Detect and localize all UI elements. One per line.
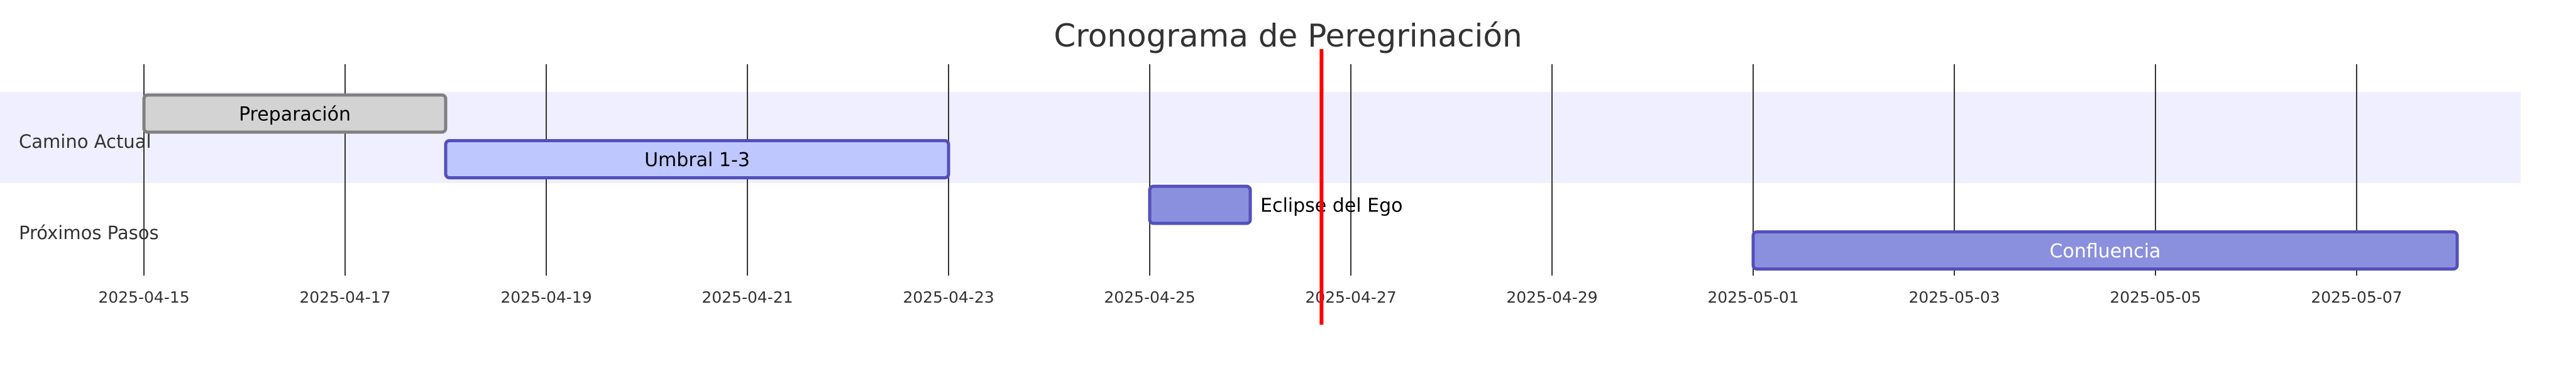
task-bar — [1751, 230, 2459, 271]
x-tick-label: 2025-05-03 — [1908, 288, 2000, 306]
task-bar — [142, 93, 448, 134]
chart-title: Cronograma de Peregrinación — [1054, 18, 1522, 54]
x-tick-label: 2025-04-15 — [98, 288, 189, 306]
x-axis-ticks: 2025-04-15 2025-04-17 2025-04-19 2025-04-21… — [98, 288, 2402, 306]
x-tick-label: 2025-05-01 — [1707, 288, 1798, 306]
x-tick-label: 2025-04-25 — [1104, 288, 1195, 306]
task-label: Eclipse del Ego — [1260, 195, 1403, 217]
x-tick-label: 2025-04-23 — [903, 288, 994, 306]
task-bar — [1148, 184, 1252, 225]
task-label: Umbral 1-3 — [644, 149, 750, 171]
section-label: Próximos Pasos — [19, 222, 159, 244]
x-tick-label: 2025-04-19 — [500, 288, 592, 306]
task-bars: Preparación Umbral 1-3 Eclipse del Ego Conf… — [142, 93, 2459, 271]
x-tick-label: 2025-05-05 — [2110, 288, 2201, 306]
x-tick-label: 2025-04-27 — [1305, 288, 1396, 306]
x-tick-label: 2025-05-07 — [2311, 288, 2402, 306]
section-label: Camino Actual — [19, 131, 151, 152]
x-tick-label: 2025-04-29 — [1506, 288, 1597, 306]
task-label: Confluencia — [2050, 240, 2161, 262]
task-bar — [444, 139, 950, 179]
task-label: Preparación — [239, 104, 351, 126]
x-tick-label: 2025-04-21 — [702, 288, 793, 306]
x-tick-label: 2025-04-17 — [299, 288, 390, 306]
